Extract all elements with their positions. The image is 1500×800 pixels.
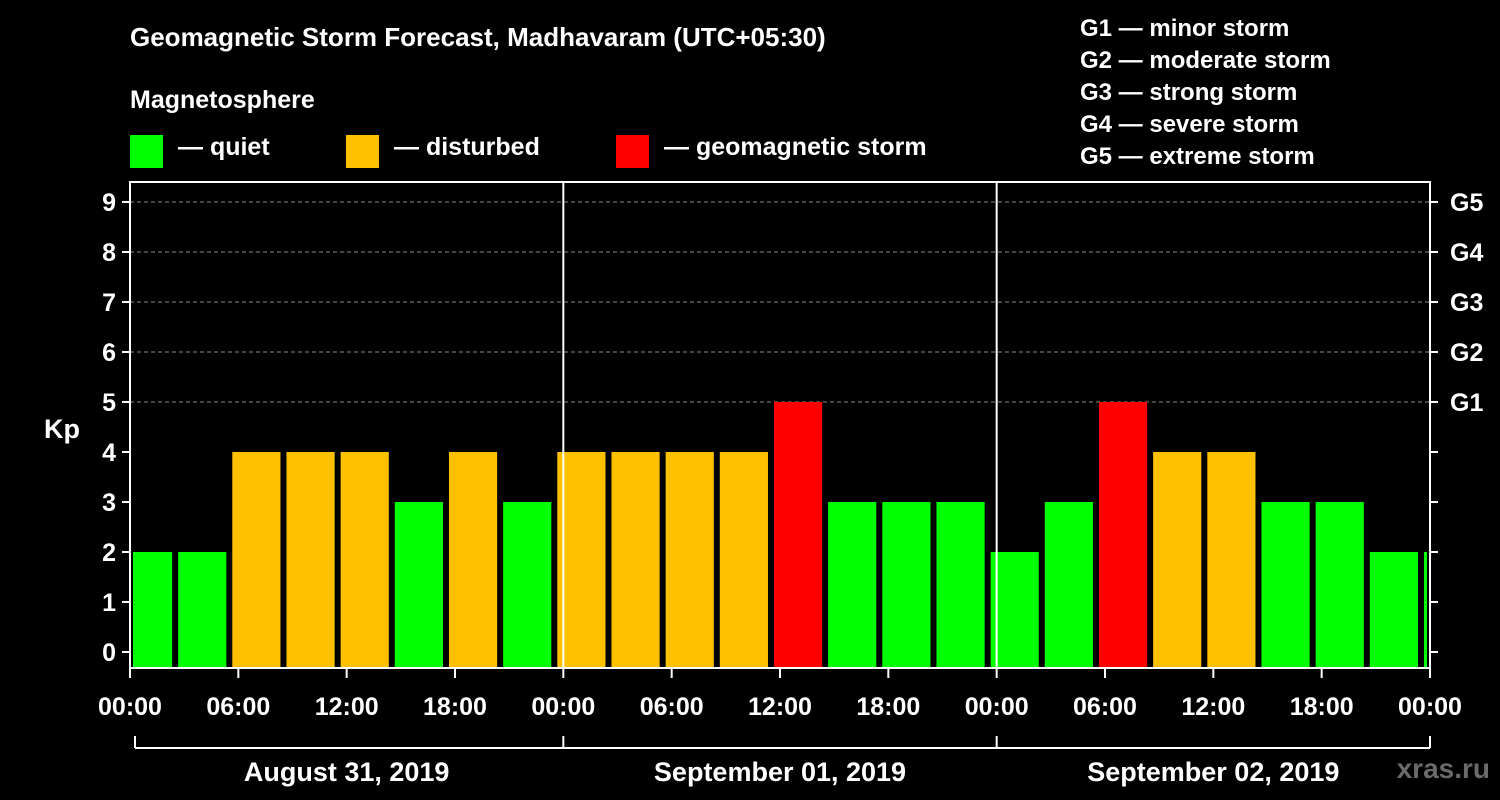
bar-storm [1098,402,1148,668]
legend-swatch-disturbed [346,135,379,168]
storm-level-g1: G1 — minor storm [1080,15,1290,42]
x-tick-label: 06:00 [206,693,270,721]
legend-label-quiet: — quiet [178,133,270,161]
bar-disturbed [286,452,335,668]
y-tick-label: 5 [102,389,116,417]
y-axis-label: Kp [44,414,80,444]
bar-disturbed [1153,452,1202,668]
x-tick-label: 00:00 [1398,693,1462,721]
x-tick-label: 06:00 [1073,693,1137,721]
legend-swatch-storm [616,135,649,168]
bar-quiet [178,552,227,668]
bar-disturbed [232,452,281,668]
y-tick-label: 7 [102,289,116,317]
bar-quiet [1369,552,1418,668]
y-tick-label: 4 [102,439,116,467]
bar-quiet [882,502,931,668]
x-tick-label: 00:00 [531,693,595,721]
g-level-label: G2 [1450,339,1483,367]
bar-quiet [1044,502,1093,668]
legend-label-storm: — geomagnetic storm [664,133,927,161]
g-level-label: G1 [1450,389,1483,417]
watermark: xras.ru [1396,753,1490,784]
day-label: August 31, 2019 [244,757,450,787]
y-tick-label: 3 [102,489,116,517]
y-tick-label: 8 [102,239,116,267]
bar-disturbed [1207,452,1256,668]
storm-level-g4: G4 — severe storm [1080,111,1299,138]
bar-quiet [394,502,443,668]
y-tick-label: 6 [102,339,116,367]
storm-level-g2: G2 — moderate storm [1080,47,1331,74]
x-tick-label: 12:00 [748,693,812,721]
day-label: September 01, 2019 [654,757,906,787]
bar-storm [773,402,823,668]
x-tick-label: 18:00 [423,693,487,721]
bar-quiet [990,552,1039,668]
x-tick-label: 00:00 [98,693,162,721]
storm-level-g5: G5 — extreme storm [1080,143,1315,170]
bar-disturbed [665,452,714,668]
storm-level-g3: G3 — strong storm [1080,79,1298,106]
x-tick-label: 12:00 [1181,693,1245,721]
day-label: September 02, 2019 [1087,757,1339,787]
x-tick-label: 06:00 [640,693,704,721]
g-level-label: G4 [1450,239,1483,267]
chart-title: Geomagnetic Storm Forecast, Madhavaram (… [130,22,826,52]
legend-swatch-quiet [130,135,163,168]
bar-disturbed [557,452,606,668]
y-tick-label: 1 [102,589,116,617]
y-tick-label: 9 [102,189,116,217]
bar-quiet [1315,502,1364,668]
x-tick-label: 00:00 [965,693,1029,721]
bar-disturbed [611,452,660,668]
bar-quiet [828,502,877,668]
g-level-label: G3 [1450,289,1483,317]
y-tick-label: 0 [102,639,116,667]
bar-quiet [133,552,173,668]
bar-quiet [1423,552,1427,668]
legend-label-disturbed: — disturbed [394,133,540,161]
bar-disturbed [340,452,389,668]
magnetosphere-heading: Magnetosphere [130,86,315,114]
x-tick-label: 18:00 [1290,693,1354,721]
bar-quiet [1261,502,1310,668]
g-level-label: G5 [1450,189,1483,217]
bar-quiet [503,502,552,668]
bar-disturbed [448,452,498,668]
x-tick-label: 18:00 [856,693,920,721]
bar-disturbed [719,452,768,668]
y-tick-label: 2 [102,539,116,567]
x-tick-label: 12:00 [315,693,379,721]
bar-quiet [936,502,985,668]
